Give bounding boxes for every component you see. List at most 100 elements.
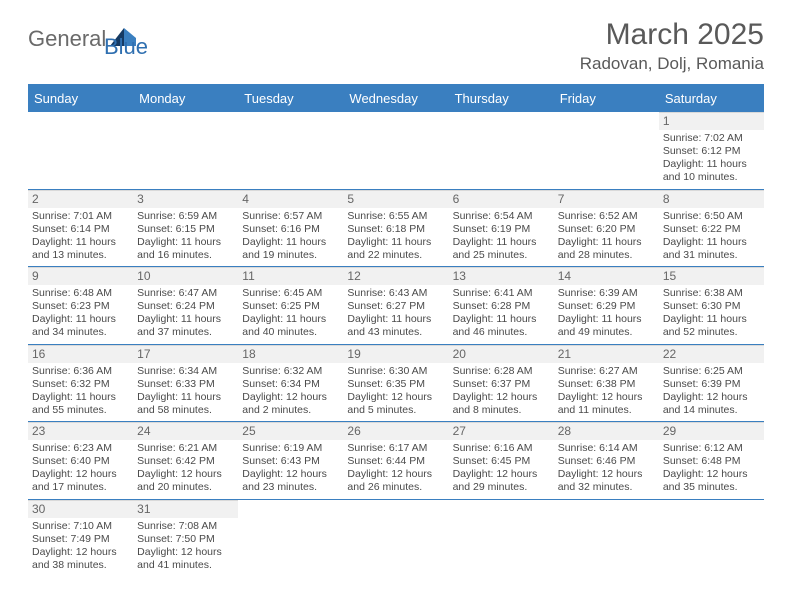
daylight-text: Daylight: 11 hours xyxy=(32,236,129,249)
daylight-text: Daylight: 12 hours xyxy=(663,391,760,404)
sunrise-text: Sunrise: 6:28 AM xyxy=(453,365,550,378)
sunset-text: Sunset: 6:28 PM xyxy=(453,300,550,313)
sunrise-text: Sunrise: 6:47 AM xyxy=(137,287,234,300)
daylight-text: and 22 minutes. xyxy=(347,249,444,262)
calendar-week: 2Sunrise: 7:01 AMSunset: 6:14 PMDaylight… xyxy=(28,190,764,268)
daylight-text: Daylight: 11 hours xyxy=(663,158,760,171)
calendar-day: 22Sunrise: 6:25 AMSunset: 6:39 PMDayligh… xyxy=(659,345,764,422)
sunrise-text: Sunrise: 6:27 AM xyxy=(558,365,655,378)
day-number: 12 xyxy=(343,268,448,285)
sunset-text: Sunset: 7:50 PM xyxy=(137,533,234,546)
calendar-day: 15 Sunrise: 6:38 AMSunset: 6:30 PMDayligh… xyxy=(659,267,764,344)
sunrise-text: Sunrise: 6:32 AM xyxy=(242,365,339,378)
daylight-text: and 35 minutes. xyxy=(663,481,760,494)
calendar-day: 17Sunrise: 6:34 AMSunset: 6:33 PMDayligh… xyxy=(133,345,238,422)
sunset-text: Sunset: 6:23 PM xyxy=(32,300,129,313)
day-number: 29 xyxy=(659,423,764,440)
sunset-text: Sunset: 6:44 PM xyxy=(347,455,444,468)
daylight-text: Daylight: 11 hours xyxy=(453,236,550,249)
sunrise-text: Sunrise: 7:02 AM xyxy=(663,132,760,145)
calendar-day-blank xyxy=(343,112,448,189)
sunset-text: Sunset: 6:19 PM xyxy=(453,223,550,236)
sunrise-text: Sunrise: 6:14 AM xyxy=(558,442,655,455)
sunset-text: Sunset: 6:30 PM xyxy=(663,300,760,313)
daylight-text: and 14 minutes. xyxy=(663,404,760,417)
calendar-day: 9Sunrise: 6:48 AMSunset: 6:23 PMDaylight… xyxy=(28,267,133,344)
daylight-text: Daylight: 12 hours xyxy=(453,468,550,481)
daylight-text: Daylight: 12 hours xyxy=(663,468,760,481)
daylight-text: Daylight: 11 hours xyxy=(32,391,129,404)
calendar-day: 13Sunrise: 6:41 AMSunset: 6:28 PMDayligh… xyxy=(449,267,554,344)
calendar-day: 28Sunrise: 6:14 AMSunset: 6:46 PMDayligh… xyxy=(554,422,659,499)
calendar-day-blank xyxy=(133,112,238,189)
weekday-header: Friday xyxy=(554,86,659,112)
sunrise-text: Sunrise: 7:10 AM xyxy=(32,520,129,533)
calendar-day-blank xyxy=(554,112,659,189)
day-number: 10 xyxy=(133,268,238,285)
sunrise-text: Sunrise: 6:17 AM xyxy=(347,442,444,455)
sunset-text: Sunset: 6:27 PM xyxy=(347,300,444,313)
daylight-text: Daylight: 11 hours xyxy=(347,236,444,249)
daylight-text: and 26 minutes. xyxy=(347,481,444,494)
daylight-text: Daylight: 11 hours xyxy=(558,236,655,249)
calendar-day: 25Sunrise: 6:19 AMSunset: 6:43 PMDayligh… xyxy=(238,422,343,499)
calendar-day-blank xyxy=(238,500,343,577)
calendar-week: 23Sunrise: 6:23 AMSunset: 6:40 PMDayligh… xyxy=(28,422,764,500)
daylight-text: and 34 minutes. xyxy=(32,326,129,339)
calendar-day: 29Sunrise: 6:12 AMSunset: 6:48 PMDayligh… xyxy=(659,422,764,499)
sunrise-text: Sunrise: 6:12 AM xyxy=(663,442,760,455)
sunrise-text: Sunrise: 6:59 AM xyxy=(137,210,234,223)
daylight-text: and 2 minutes. xyxy=(242,404,339,417)
daylight-text: and 13 minutes. xyxy=(32,249,129,262)
daylight-text: Daylight: 11 hours xyxy=(347,313,444,326)
daylight-text: Daylight: 11 hours xyxy=(663,313,760,326)
sunset-text: Sunset: 6:22 PM xyxy=(663,223,760,236)
sunrise-text: Sunrise: 6:57 AM xyxy=(242,210,339,223)
day-number: 30 xyxy=(28,501,133,518)
calendar-day: 10 Sunrise: 6:47 AMSunset: 6:24 PMDayligh… xyxy=(133,267,238,344)
day-number: 11 xyxy=(238,268,343,285)
sunset-text: Sunset: 6:15 PM xyxy=(137,223,234,236)
sunset-text: Sunset: 6:12 PM xyxy=(663,145,760,158)
daylight-text: Daylight: 11 hours xyxy=(663,236,760,249)
day-number: 31 xyxy=(133,501,238,518)
day-number: 21 xyxy=(554,346,659,363)
calendar-day: 16Sunrise: 6:36 AMSunset: 6:32 PMDayligh… xyxy=(28,345,133,422)
sunset-text: Sunset: 6:35 PM xyxy=(347,378,444,391)
calendar-week: 30Sunrise: 7:10 AMSunset: 7:49 PMDayligh… xyxy=(28,500,764,577)
daylight-text: and 20 minutes. xyxy=(137,481,234,494)
calendar-day: 4Sunrise: 6:57 AMSunset: 6:16 PMDaylight… xyxy=(238,190,343,267)
sunset-text: Sunset: 6:43 PM xyxy=(242,455,339,468)
daylight-text: Daylight: 11 hours xyxy=(137,313,234,326)
sunset-text: Sunset: 6:38 PM xyxy=(558,378,655,391)
day-number: 18 xyxy=(238,346,343,363)
daylight-text: Daylight: 12 hours xyxy=(347,391,444,404)
calendar-day: 5Sunrise: 6:55 AMSunset: 6:18 PMDaylight… xyxy=(343,190,448,267)
daylight-text: and 11 minutes. xyxy=(558,404,655,417)
sunset-text: Sunset: 6:18 PM xyxy=(347,223,444,236)
day-number: 15 xyxy=(659,268,764,285)
daylight-text: Daylight: 12 hours xyxy=(453,391,550,404)
sunset-text: Sunset: 6:24 PM xyxy=(137,300,234,313)
calendar-day: 30Sunrise: 7:10 AMSunset: 7:49 PMDayligh… xyxy=(28,500,133,577)
calendar-day: 31Sunrise: 7:08 AMSunset: 7:50 PMDayligh… xyxy=(133,500,238,577)
calendar-day: 14Sunrise: 6:39 AMSunset: 6:29 PMDayligh… xyxy=(554,267,659,344)
daylight-text: and 43 minutes. xyxy=(347,326,444,339)
sunrise-text: Sunrise: 6:36 AM xyxy=(32,365,129,378)
sunrise-text: Sunrise: 6:55 AM xyxy=(347,210,444,223)
daylight-text: Daylight: 11 hours xyxy=(453,313,550,326)
sunset-text: Sunset: 6:25 PM xyxy=(242,300,339,313)
month-title: March 2025 xyxy=(580,18,764,52)
daylight-text: Daylight: 12 hours xyxy=(137,546,234,559)
calendar-day: 12Sunrise: 6:43 AMSunset: 6:27 PMDayligh… xyxy=(343,267,448,344)
day-number: 7 xyxy=(554,191,659,208)
daylight-text: Daylight: 12 hours xyxy=(347,468,444,481)
sunrise-text: Sunrise: 6:41 AM xyxy=(453,287,550,300)
sunrise-text: Sunrise: 6:38 AM xyxy=(663,287,760,300)
daylight-text: Daylight: 12 hours xyxy=(558,391,655,404)
weekday-header: Saturday xyxy=(659,86,764,112)
location-subtitle: Radovan, Dolj, Romania xyxy=(580,54,764,74)
daylight-text: Daylight: 11 hours xyxy=(137,391,234,404)
day-number: 14 xyxy=(554,268,659,285)
sunset-text: Sunset: 6:33 PM xyxy=(137,378,234,391)
